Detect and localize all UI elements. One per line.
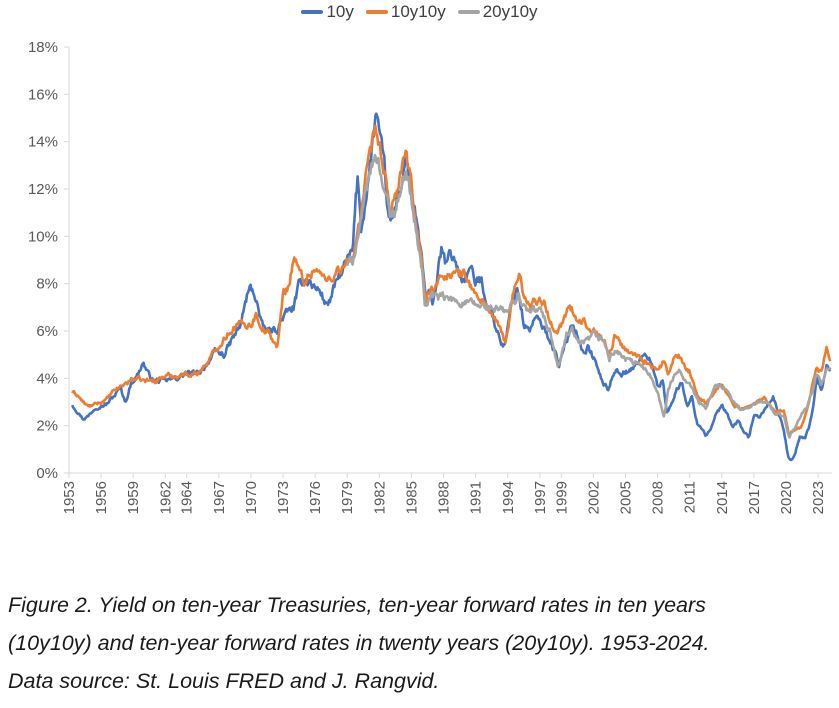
x-tick-label: 1991 <box>468 481 485 514</box>
x-tick-label: 1953 <box>61 481 78 514</box>
y-tick-label: 0% <box>36 465 58 482</box>
x-tick-label: 1967 <box>211 481 228 514</box>
y-tick-label: 18% <box>28 39 58 56</box>
chart-legend: 10y 10y10y 20y10y <box>0 2 839 22</box>
line-chart: 0%2%4%6%8%10%12%14%16%18% 1953 1956 1959 19… <box>28 39 832 514</box>
y-tick-label: 10% <box>28 228 58 245</box>
x-tick-label: 1964 <box>179 481 196 514</box>
legend-item-10y: 10y <box>301 2 354 22</box>
series-line-20y10y <box>345 153 832 439</box>
x-tick-label: 1973 <box>275 481 292 514</box>
y-tick-label: 6% <box>36 323 58 340</box>
y-axis: 0% 2% 4% 6% 8% 10% 12% 14% 16% 18% <box>28 39 70 482</box>
y-tick-label: 14% <box>28 134 58 151</box>
legend-item-10y10y: 10y10y <box>365 2 446 22</box>
legend-swatch-10y <box>301 10 324 14</box>
x-axis: 1953 1956 1959 1962 1964 1967 1970 1973 1976 1979… <box>61 472 832 514</box>
series-layer <box>71 112 832 462</box>
caption-line-2: (10y10y) and ten-year forward rates in t… <box>8 631 710 655</box>
legend-label-10y: 10y <box>326 2 354 21</box>
caption-line-3: Data source: St. Louis FRED and J. Rangv… <box>8 669 440 693</box>
legend-swatch-10y10y <box>365 10 388 14</box>
y-tick-label: 12% <box>28 181 58 198</box>
x-tick-label: 2020 <box>778 481 795 514</box>
x-tick-label: 1956 <box>93 481 110 514</box>
x-tick-label: 1999 <box>553 481 570 514</box>
y-tick-label: 16% <box>28 86 58 103</box>
x-tick-label: 2008 <box>650 481 667 514</box>
y-tick-label: 4% <box>36 370 58 387</box>
y-tick-label: 2% <box>36 418 58 435</box>
x-tick-label: 1976 <box>307 481 324 514</box>
x-tick-label: 1962 <box>157 481 174 514</box>
x-tick-label: 2005 <box>617 481 634 514</box>
y-tick-label: 8% <box>36 276 58 293</box>
x-tick-label: 2011 <box>682 481 699 513</box>
x-tick-label: 1959 <box>125 481 142 514</box>
x-tick-label: 1979 <box>339 481 356 514</box>
x-tick-label: 1985 <box>403 481 420 514</box>
x-tick-label: 1988 <box>436 481 453 514</box>
series-line-10y <box>71 112 832 462</box>
legend-label-10y10y: 10y10y <box>390 2 446 21</box>
caption-line-1: Figure 2. Yield on ten-year Treasuries, … <box>8 593 706 617</box>
x-tick-label: 1994 <box>500 481 517 514</box>
series-line-10y10y <box>71 124 832 438</box>
x-tick-label: 1982 <box>371 481 388 514</box>
legend-label-20y10y: 20y10y <box>482 2 538 21</box>
legend-swatch-20y10y <box>457 10 480 14</box>
x-tick-label: 2023 <box>810 481 827 514</box>
figure-caption: Figure 2. Yield on ten-year Treasuries, … <box>8 586 833 700</box>
x-tick-label: 1970 <box>243 481 260 514</box>
x-tick-label: 2014 <box>714 481 731 514</box>
x-tick-label: 2017 <box>746 481 763 514</box>
x-tick-label: 1997 <box>532 481 549 514</box>
legend-item-20y10y: 20y10y <box>457 2 538 22</box>
x-tick-label: 2002 <box>585 481 602 514</box>
